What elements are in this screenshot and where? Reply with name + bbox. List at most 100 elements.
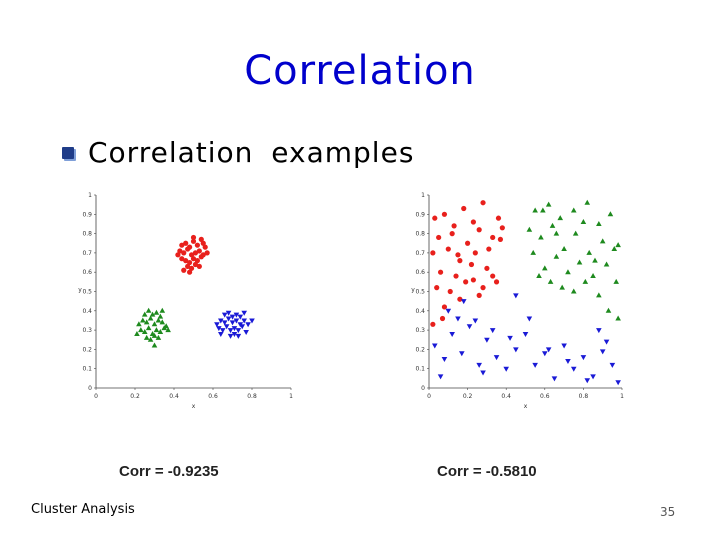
data-point-blue bbox=[584, 378, 591, 384]
data-point-blue bbox=[507, 335, 513, 341]
data-point-red bbox=[202, 244, 208, 250]
data-point-blue bbox=[216, 326, 222, 332]
data-point-green bbox=[570, 288, 577, 294]
data-point-green bbox=[553, 230, 560, 236]
data-point-blue bbox=[221, 312, 228, 318]
data-point-red bbox=[497, 236, 504, 242]
data-point-green bbox=[147, 336, 154, 342]
data-point-red bbox=[490, 234, 496, 241]
data-point-green bbox=[613, 278, 620, 284]
data-point-green bbox=[596, 292, 602, 298]
data-point-green bbox=[134, 330, 140, 336]
data-point-green bbox=[141, 311, 148, 317]
data-point-red bbox=[439, 315, 446, 322]
data-point-blue bbox=[545, 347, 552, 353]
data-point-red bbox=[470, 219, 476, 225]
data-point-green bbox=[553, 253, 560, 259]
data-point-blue bbox=[241, 318, 247, 324]
y-tick-label: 1 bbox=[88, 192, 92, 199]
x-tick-label: 0.8 bbox=[579, 393, 589, 400]
data-point-blue bbox=[449, 331, 455, 337]
data-point-red bbox=[192, 250, 199, 256]
data-point-red bbox=[187, 259, 193, 266]
data-point-green bbox=[155, 334, 162, 340]
y-tick-label: 1 bbox=[421, 192, 425, 199]
data-point-red bbox=[484, 265, 490, 271]
data-point-red bbox=[480, 200, 486, 206]
data-point-red bbox=[476, 227, 482, 233]
x-axis-label: x bbox=[524, 403, 528, 410]
data-point-blue bbox=[229, 320, 236, 326]
data-point-green bbox=[615, 242, 621, 248]
data-point-red bbox=[434, 285, 440, 291]
data-point-red bbox=[198, 254, 204, 260]
data-point-green bbox=[155, 317, 162, 323]
x-tick-label: 0 bbox=[427, 393, 431, 400]
data-point-red bbox=[183, 240, 189, 246]
data-point-blue bbox=[472, 318, 479, 324]
data-point-red bbox=[190, 238, 197, 244]
y-axis-label: y bbox=[78, 287, 82, 294]
data-point-blue bbox=[459, 351, 465, 357]
data-point-green bbox=[572, 230, 579, 236]
y-tick-label: 0.3 bbox=[82, 327, 92, 334]
data-point-blue bbox=[229, 314, 236, 320]
data-point-green bbox=[559, 284, 565, 290]
y-tick-label: 0.3 bbox=[415, 327, 425, 334]
data-point-red bbox=[187, 269, 193, 275]
data-point-green bbox=[545, 201, 552, 207]
data-point-red bbox=[457, 258, 463, 264]
scatter-plot-right-svg: 0 0.2 0.4 0.6 0.8 1 0 0.1 0.2 0.3 0.4 0.5 0.6 0.7 0.8 0… bbox=[411, 192, 624, 410]
data-point-green bbox=[565, 269, 571, 275]
data-point-red bbox=[490, 273, 496, 279]
data-point-red bbox=[179, 256, 185, 262]
data-point-red bbox=[430, 250, 436, 256]
data-point-red bbox=[181, 267, 187, 273]
data-point-red bbox=[468, 261, 475, 268]
data-point-red bbox=[190, 256, 197, 262]
data-point-green bbox=[526, 226, 533, 232]
data-point-blue bbox=[603, 339, 610, 345]
slide-title: Correlation bbox=[244, 48, 476, 94]
data-point-green bbox=[165, 327, 171, 333]
data-point-green bbox=[607, 211, 614, 217]
data-point-green bbox=[136, 321, 142, 327]
data-point-blue bbox=[431, 343, 438, 349]
data-point-green bbox=[138, 327, 144, 333]
data-point-green bbox=[596, 220, 602, 226]
square-bullet-icon bbox=[62, 146, 74, 159]
data-point-red bbox=[445, 246, 451, 252]
data-point-red bbox=[188, 265, 195, 271]
axes-group: 0 0.2 0.4 0.6 0.8 1 0 0.1 0.2 0.3 0.4 0.5 0.6 0.7 0.8 0… bbox=[411, 192, 624, 410]
data-point-green bbox=[536, 273, 542, 279]
data-point-red bbox=[196, 263, 202, 270]
data-point-red bbox=[437, 269, 444, 275]
data-point-blue bbox=[227, 328, 234, 334]
data-point-red bbox=[472, 250, 478, 256]
y-tick-label: 0 bbox=[88, 385, 92, 392]
data-point-red bbox=[183, 258, 189, 264]
data-point-blue bbox=[599, 349, 606, 355]
data-point-red bbox=[461, 205, 467, 212]
page-number: 35 bbox=[660, 505, 676, 519]
axes-group: 0 0.2 0.4 0.6 0.8 1 0 0.1 0.2 0.3 0.4 0.5 0.6 0.7 0.8 0… bbox=[78, 192, 293, 410]
data-point-green bbox=[157, 313, 164, 319]
y-tick-label: 0.6 bbox=[82, 269, 92, 276]
scatter-plot-left-svg: 0 0.2 0.4 0.6 0.8 1 0 0.1 0.2 0.3 0.4 0.5 0.6 0.7 0.8 0… bbox=[78, 192, 293, 410]
data-point-blue bbox=[455, 316, 461, 322]
data-point-blue bbox=[233, 318, 240, 324]
data-point-blue bbox=[484, 337, 490, 343]
data-point-blue bbox=[219, 328, 226, 334]
data-point-green bbox=[161, 325, 168, 331]
data-point-red bbox=[495, 215, 502, 221]
data-point-red bbox=[432, 215, 438, 221]
data-point-red bbox=[470, 277, 476, 283]
data-point-blue bbox=[609, 362, 616, 368]
data-point-green bbox=[557, 215, 564, 221]
data-point-green bbox=[570, 207, 577, 213]
bullet-text: Correlation examples bbox=[88, 136, 415, 169]
data-point-blue bbox=[493, 355, 500, 361]
data-point-blue bbox=[227, 333, 234, 339]
data-point-green bbox=[540, 207, 546, 213]
x-tick-label: 0.8 bbox=[247, 393, 257, 400]
